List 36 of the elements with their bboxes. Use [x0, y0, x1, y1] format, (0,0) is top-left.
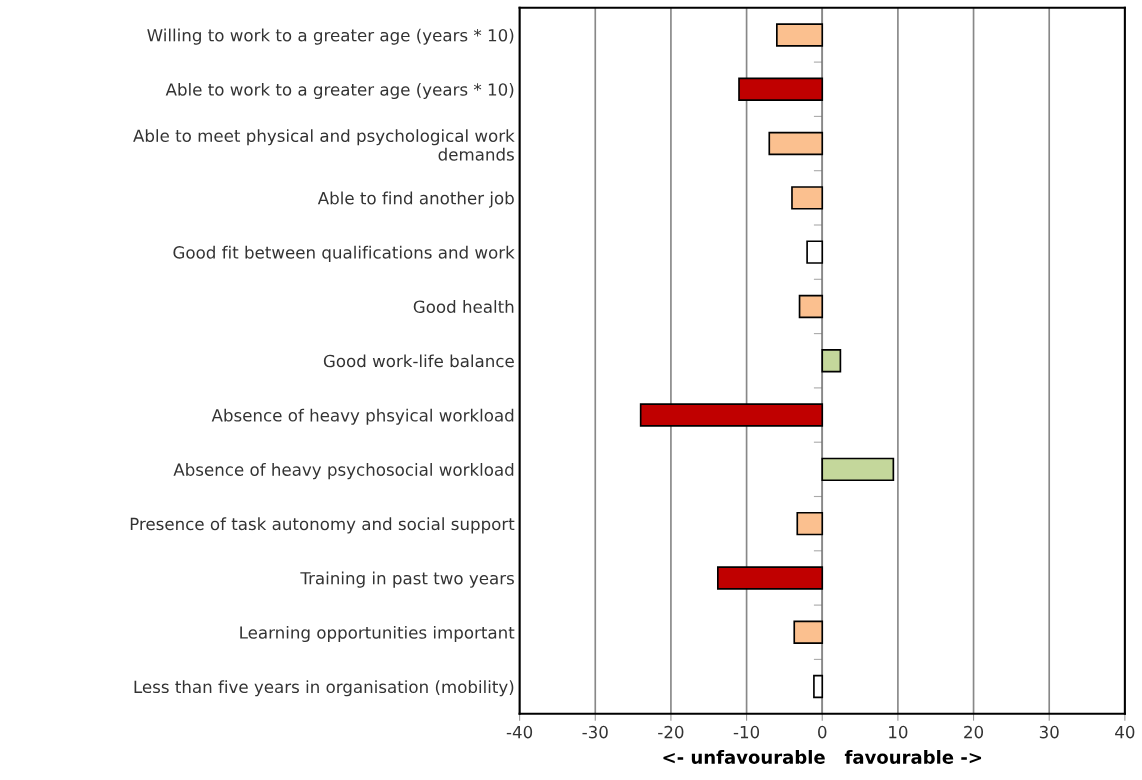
bar — [738, 77, 824, 101]
bar — [806, 240, 824, 264]
y-tick-label: Able to find another job — [317, 191, 514, 208]
bar — [796, 511, 824, 536]
bar — [639, 403, 824, 427]
y-tick-label: Able to work to a greater age (years * 10) — [165, 82, 514, 100]
x-tick-label: -40 — [506, 725, 533, 739]
bar — [793, 620, 824, 644]
y-tick-label: Absence of heavy psychosocial workload — [173, 463, 514, 480]
x-tick-label: 30 — [1039, 725, 1059, 739]
y-tick-label: Absence of heavy phsyical workload — [211, 408, 514, 425]
y-tick-label: Good fit between qualifications and work — [173, 245, 515, 262]
bar — [791, 186, 824, 210]
y-tick-label: Good work-life balance — [323, 354, 514, 368]
y-tick-label: Willing to work to a greater age (years * 10) — [147, 28, 514, 45]
bar — [821, 349, 842, 373]
x-tick-label: -10 — [733, 725, 760, 739]
x-tick-label: 0 — [818, 725, 827, 739]
bar — [813, 674, 824, 699]
x-tick-label: -20 — [658, 725, 684, 739]
bar — [798, 294, 824, 319]
y-tick-label: Training in past two years — [300, 571, 514, 588]
bar — [776, 23, 824, 47]
x-axis-title: <- unfavourable favourable -> — [663, 749, 982, 764]
bar — [768, 131, 824, 156]
y-tick-label: Good health — [413, 300, 514, 314]
bar — [821, 457, 895, 482]
y-tick-label: Learning opportunities important — [240, 625, 515, 643]
bar — [716, 566, 824, 590]
x-tick-label: -30 — [582, 725, 608, 739]
y-tick-label: Less than five years in organisation (mobility) — [134, 680, 514, 697]
x-tick-label: 10 — [889, 725, 908, 739]
y-tick-label: Presence of task autonomy and social support — [130, 517, 515, 534]
x-tick-label: 20 — [964, 725, 984, 739]
x-tick-label: 40 — [1115, 725, 1135, 739]
y-tick-label: Able to meet physical and psychological work demands — [133, 129, 515, 161]
